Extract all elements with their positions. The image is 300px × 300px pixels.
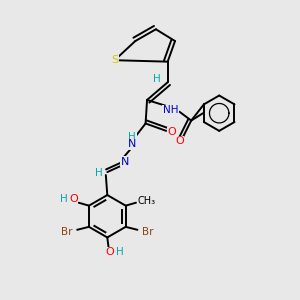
Text: O: O xyxy=(106,247,115,257)
Text: H: H xyxy=(116,247,124,257)
Text: N: N xyxy=(121,157,129,167)
Text: N: N xyxy=(128,139,136,149)
Text: H: H xyxy=(154,74,161,84)
Text: H: H xyxy=(128,132,136,142)
Text: O: O xyxy=(167,127,176,137)
Text: S: S xyxy=(111,55,118,65)
Text: O: O xyxy=(69,194,78,204)
Text: NH: NH xyxy=(163,105,178,115)
Text: CH₃: CH₃ xyxy=(137,196,155,206)
Text: Br: Br xyxy=(61,227,73,237)
Text: O: O xyxy=(175,136,184,146)
Text: Br: Br xyxy=(142,227,154,237)
Text: H: H xyxy=(94,168,102,178)
Text: H: H xyxy=(60,194,68,204)
